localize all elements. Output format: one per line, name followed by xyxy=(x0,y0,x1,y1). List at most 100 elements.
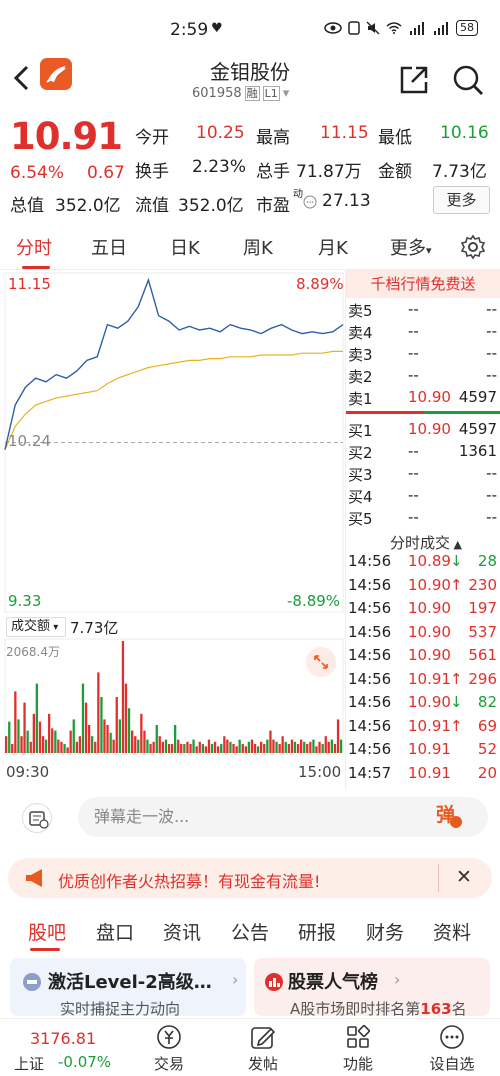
bid-label: 买2 xyxy=(348,444,373,462)
volume-bar xyxy=(140,713,143,753)
mktcap-label: 总值 xyxy=(10,196,44,216)
trade-time: 14:56 xyxy=(348,599,392,617)
tab-research[interactable]: 研报 xyxy=(298,922,337,944)
pct-low-label: -8.89% xyxy=(287,592,341,610)
danmu-icon xyxy=(29,811,49,829)
megaphone-icon xyxy=(26,869,42,887)
wifi-icon xyxy=(386,22,402,34)
bid-row: 买2 -- 1361 xyxy=(346,442,500,464)
trades-title[interactable]: 分时成交 ▲ xyxy=(390,532,462,553)
trade-price: 10.90 xyxy=(408,622,451,641)
bid-vol: 4597 xyxy=(458,420,497,438)
bid-label: 买1 xyxy=(348,422,373,440)
signal-4g-icon xyxy=(434,21,448,35)
average-price-line xyxy=(4,350,343,450)
tab-five-day[interactable]: 五日 xyxy=(91,238,127,259)
expand-icon xyxy=(314,655,328,669)
volume-bar xyxy=(223,736,226,753)
tab-news[interactable]: 资讯 xyxy=(163,922,202,944)
volume-bar xyxy=(177,739,180,753)
tab-pankou[interactable]: 盘口 xyxy=(96,922,135,944)
volume-bar xyxy=(54,730,57,753)
volume-max-label: 2068.4万 xyxy=(6,645,60,659)
level2-card[interactable]: 激活Level-2高级… › 实时捕捉主力动向 xyxy=(10,958,246,1018)
danmu-send-button[interactable]: 弹 xyxy=(436,800,470,834)
volume-bar xyxy=(78,736,81,753)
tab-finance[interactable]: 财务 xyxy=(366,922,405,944)
level-promo-banner[interactable]: 千档行情免费送 xyxy=(346,270,500,298)
x-start-label: 09:30 xyxy=(6,763,50,781)
search-icon[interactable] xyxy=(452,64,484,96)
stock-code-row[interactable]: 601958 融 L1 ▾ xyxy=(192,86,289,101)
back-button[interactable] xyxy=(12,58,30,98)
share-icon[interactable] xyxy=(398,64,430,96)
tab-monthly-k[interactable]: 月K xyxy=(318,238,348,259)
info-icon[interactable] xyxy=(303,195,317,209)
trade-price: 10.91 xyxy=(408,716,451,735)
expand-button[interactable] xyxy=(306,647,336,677)
volume-bar xyxy=(269,730,272,753)
ask-price: -- xyxy=(408,300,419,318)
open-label: 今开 xyxy=(135,128,169,148)
popularity-rank: 163 xyxy=(420,1000,452,1018)
trades-title-label: 分时成交 xyxy=(390,534,451,552)
bid-price: -- xyxy=(408,442,419,460)
volume-bar xyxy=(235,746,238,753)
check-badge-icon xyxy=(450,816,462,828)
y-prev-label: 10.24 xyxy=(8,432,51,450)
trade-row: 14:56 10.90 561 xyxy=(346,646,500,668)
tab-intraday[interactable]: 分时 xyxy=(16,238,52,259)
volume-bar xyxy=(103,719,106,753)
tab-more[interactable]: 更多▾ xyxy=(390,234,432,260)
ask-price: -- xyxy=(408,344,419,362)
volume-bar xyxy=(303,741,306,753)
volume-bar xyxy=(226,739,229,753)
volume-bar xyxy=(69,730,72,753)
high-label: 最高 xyxy=(256,128,290,148)
volume-bar xyxy=(155,725,158,753)
trade-price: 10.91 xyxy=(408,669,451,688)
danmu-toggle-button[interactable] xyxy=(22,803,52,833)
tab-daily-k[interactable]: 日K xyxy=(170,238,200,259)
arrow-down-icon: ↓ xyxy=(450,552,463,570)
intraday-chart[interactable]: 11.15 8.89% 10.24 9.33 -8.89% xyxy=(0,270,345,615)
tab-guba[interactable]: 股吧 xyxy=(28,922,67,944)
tab-announcements[interactable]: 公告 xyxy=(231,922,270,944)
ask-label: 卖1 xyxy=(348,390,373,408)
volume-type-select[interactable]: 成交额 ▾ xyxy=(6,617,66,637)
volume-bar xyxy=(213,741,217,753)
amount-value: 7.73亿 xyxy=(432,162,487,182)
ask-row: 卖4 -- -- xyxy=(346,322,500,344)
volume-bars-svg xyxy=(4,638,344,755)
volume-bar xyxy=(247,741,250,753)
ask-vol: -- xyxy=(486,344,497,362)
volume-label: 总手 xyxy=(256,162,290,182)
popularity-subtitle-prefix: A股市场即时排名第 xyxy=(290,1000,421,1018)
settings-gear-icon[interactable] xyxy=(460,234,486,260)
tab-weekly-k[interactable]: 周K xyxy=(243,238,273,259)
close-icon[interactable]: ✕ xyxy=(456,866,472,888)
volume-bar xyxy=(201,744,204,753)
level2-title: 激活Level-2高级… xyxy=(48,972,212,993)
order-book: 千档行情免费送 卖5 -- -- 卖4 -- -- 卖3 -- -- 卖2 -- -- 卖1 10.90 4… xyxy=(345,270,500,790)
trade-row: 14:56 10.91 52 xyxy=(346,740,500,762)
bid-row: 买1 10.90 4597 xyxy=(346,420,500,442)
popularity-card[interactable]: 股票人气榜 › A股市场即时排名第163名 xyxy=(254,958,490,1018)
tab-more-label: 更多 xyxy=(390,238,426,259)
more-quote-button[interactable]: 更多 xyxy=(433,186,490,214)
tab-profile[interactable]: 资料 xyxy=(433,922,472,944)
ask-label: 卖3 xyxy=(348,346,373,364)
volume-bar xyxy=(339,739,343,753)
danmu-input[interactable]: 弹幕走一波... xyxy=(78,797,488,837)
volume-bar xyxy=(327,741,330,753)
bid-row: 买4 -- -- xyxy=(346,486,500,508)
trade-row: 14:56 10.89 ↓ 28 xyxy=(346,552,500,574)
nav-functions-label: 功能 xyxy=(342,1055,373,1073)
volume-bar xyxy=(137,739,140,753)
ask-vol: -- xyxy=(486,300,497,318)
margin-tag: 融 xyxy=(244,86,260,101)
trade-volume: 28 xyxy=(477,552,497,570)
volume-bar xyxy=(210,744,214,753)
notice-banner[interactable]: 优质创作者火热招募！有现金有流量! ✕ xyxy=(8,858,492,898)
volume-chart[interactable]: 成交额 ▾ 7.73亿 2068.4万 09:30 15:00 xyxy=(0,615,345,785)
